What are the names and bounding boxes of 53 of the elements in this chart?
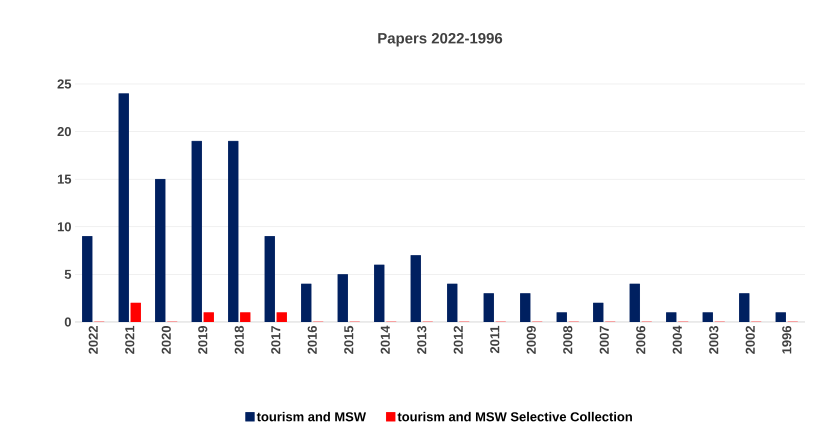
bar	[192, 140, 202, 322]
x-tick-label: 2022	[88, 326, 98, 354]
x-tick-label: 2014	[380, 326, 390, 354]
bar	[374, 264, 384, 322]
bar	[410, 255, 421, 322]
bar	[204, 312, 214, 322]
bar	[82, 236, 92, 322]
bar	[240, 312, 250, 322]
bar	[447, 284, 458, 322]
bar	[276, 312, 287, 322]
x-tick-label: 2007	[600, 326, 609, 354]
bar	[630, 284, 640, 322]
bar	[130, 302, 141, 322]
bar	[776, 312, 786, 322]
bar	[264, 236, 275, 322]
x-tick-label: 2009	[526, 326, 536, 354]
bar	[593, 302, 604, 322]
x-tick-label: 2019	[198, 326, 208, 354]
legend-label: tourism and MSW Selective Collection	[398, 412, 632, 422]
y-tick-label: 10	[58, 222, 71, 232]
y-tick-label: 20	[58, 127, 71, 136]
bar	[228, 140, 238, 322]
y-tick-label: 5	[64, 270, 72, 279]
y-tick-label: 15	[58, 174, 72, 184]
x-tick-label: 2002	[746, 326, 755, 354]
bar	[702, 312, 713, 322]
bar	[118, 93, 129, 322]
x-tick-label: 2008	[563, 326, 572, 354]
bar	[155, 178, 166, 322]
x-tick-label: 2020	[162, 326, 171, 354]
x-tick-label: 2021	[125, 326, 134, 354]
x-tick-label: 2012	[454, 326, 463, 354]
y-tick-label: 0	[64, 317, 71, 327]
y-tick-label: 25	[58, 79, 72, 89]
bar	[484, 293, 494, 322]
x-tick-label: 2004	[672, 326, 682, 354]
bar	[338, 274, 348, 322]
bar	[556, 312, 567, 322]
x-tick-label: 2003	[709, 326, 718, 354]
bar	[301, 284, 312, 322]
bar	[666, 312, 676, 322]
x-tick-label: 2006	[636, 326, 646, 354]
legend-label: tourism and MSW	[256, 412, 366, 422]
x-tick-label: 2018	[234, 326, 244, 354]
bar	[520, 293, 530, 322]
x-tick-label: 2013	[417, 326, 426, 354]
x-tick-label: 2011	[490, 326, 500, 354]
bar	[739, 293, 750, 322]
chart-title: Papers 2022-1996	[378, 32, 502, 46]
x-tick-label: 2015	[344, 326, 354, 354]
x-tick-label: 2017	[271, 326, 280, 354]
x-tick-label: 2016	[308, 326, 317, 354]
x-tick-label: 1996	[782, 326, 792, 354]
